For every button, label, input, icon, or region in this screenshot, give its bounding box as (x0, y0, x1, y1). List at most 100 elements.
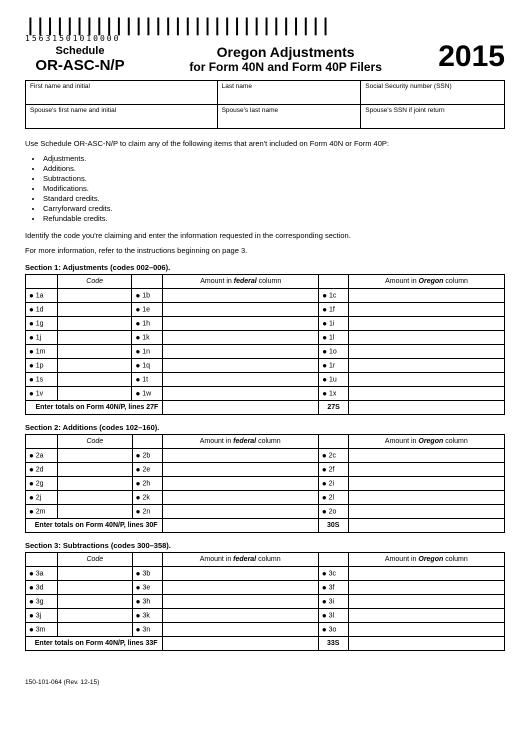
personal-info-table: First name and initial Last name Social … (25, 80, 505, 129)
oregon-amount-input[interactable] (348, 462, 504, 476)
code-input[interactable] (57, 288, 132, 302)
spouse-ssn-field[interactable]: Spouse's SSN if joint return (361, 104, 505, 128)
oregon-amount-input[interactable] (349, 316, 505, 330)
row-label: ● 1f (319, 302, 349, 316)
row-label: ● 1b (132, 288, 163, 302)
federal-amount-input[interactable] (163, 302, 319, 316)
federal-amount-input[interactable] (162, 566, 318, 580)
oregon-amount-input[interactable] (348, 504, 504, 518)
federal-amount-input[interactable] (162, 622, 318, 636)
row-label: ● 3l (318, 608, 348, 622)
totals-oregon[interactable] (348, 518, 504, 532)
federal-amount-input[interactable] (163, 330, 319, 344)
federal-amount-input[interactable] (163, 344, 319, 358)
code-input[interactable] (57, 566, 132, 580)
section2-title: Section 2: Additions (codes 102–160). (25, 423, 505, 432)
federal-amount-input[interactable] (162, 448, 318, 462)
row-label: ● 1m (26, 344, 58, 358)
row-label: ● 1t (132, 372, 163, 386)
federal-amount-input[interactable] (162, 608, 318, 622)
federal-amount-input[interactable] (162, 490, 318, 504)
oregon-amount-input[interactable] (348, 594, 504, 608)
oregon-amount-input[interactable] (349, 302, 505, 316)
federal-amount-input[interactable] (162, 462, 318, 476)
totals-code: 30S (318, 518, 348, 532)
totals-federal[interactable] (163, 400, 319, 414)
code-input[interactable] (57, 372, 132, 386)
code-input[interactable] (57, 608, 132, 622)
row-label: ● 2c (318, 448, 348, 462)
code-input[interactable] (57, 504, 132, 518)
spouse-last-name-field[interactable]: Spouse's last name (217, 104, 361, 128)
code-input[interactable] (57, 344, 132, 358)
oregon-amount-input[interactable] (349, 344, 505, 358)
row-label: ● 1n (132, 344, 163, 358)
code-input[interactable] (57, 316, 132, 330)
instruction-item: Adjustments. (43, 154, 505, 163)
oregon-amount-input[interactable] (348, 448, 504, 462)
federal-amount-input[interactable] (162, 476, 318, 490)
row-label: ● 1l (319, 330, 349, 344)
federal-amount-input[interactable] (163, 316, 319, 330)
oregon-amount-input[interactable] (349, 330, 505, 344)
federal-amount-input[interactable] (163, 372, 319, 386)
code-input[interactable] (57, 462, 132, 476)
instruction-list: Adjustments.Additions.Subtractions.Modif… (43, 154, 505, 223)
totals-label: Enter totals on Form 40N/P, lines 27F (26, 400, 163, 414)
oregon-amount-input[interactable] (349, 288, 505, 302)
code-input[interactable] (57, 448, 132, 462)
totals-oregon[interactable] (349, 400, 505, 414)
oregon-amount-input[interactable] (348, 566, 504, 580)
code-input[interactable] (57, 490, 132, 504)
row-label: ● 1r (319, 358, 349, 372)
oregon-amount-input[interactable] (348, 476, 504, 490)
code-input[interactable] (57, 302, 132, 316)
oregon-amount-input[interactable] (348, 622, 504, 636)
oregon-amount-input[interactable] (349, 358, 505, 372)
code-input[interactable] (57, 330, 132, 344)
totals-federal[interactable] (162, 518, 318, 532)
federal-amount-input[interactable] (162, 504, 318, 518)
section3-grid: CodeAmount in federal columnAmount in Or… (25, 552, 505, 651)
oregon-amount-input[interactable] (349, 386, 505, 400)
federal-amount-input[interactable] (163, 288, 319, 302)
row-label: ● 2a (26, 448, 58, 462)
federal-amount-input[interactable] (163, 358, 319, 372)
instruction-item: Refundable credits. (43, 214, 505, 223)
row-label: ● 2e (132, 462, 162, 476)
footer: 150-101-064 (Rev. 12-15) (25, 679, 505, 686)
code-input[interactable] (57, 476, 132, 490)
row-label: ● 3k (132, 608, 162, 622)
first-name-field[interactable]: First name and initial (26, 80, 218, 104)
title-line2: for Form 40N and Form 40P Filers (135, 60, 436, 74)
oregon-amount-input[interactable] (349, 372, 505, 386)
row-label: ● 1u (319, 372, 349, 386)
oregon-amount-input[interactable] (348, 608, 504, 622)
row-label: ● 1h (132, 316, 163, 330)
federal-amount-input[interactable] (162, 580, 318, 594)
section3-title: Section 3: Subtractions (codes 300–358). (25, 541, 505, 550)
header-left: ||||||||||||||||||||||||||||||| 15631501… (25, 20, 135, 74)
row-label: ● 2j (26, 490, 58, 504)
totals-federal[interactable] (162, 636, 318, 650)
federal-amount-input[interactable] (162, 594, 318, 608)
spouse-first-name-field[interactable]: Spouse's first name and initial (26, 104, 218, 128)
ssn-field[interactable]: Social Security number (SSN) (361, 80, 505, 104)
instruction-item: Modifications. (43, 184, 505, 193)
row-label: ● 2g (26, 476, 58, 490)
code-input[interactable] (57, 580, 132, 594)
code-input[interactable] (57, 594, 132, 608)
code-input[interactable] (57, 358, 132, 372)
row-label: ● 3j (26, 608, 58, 622)
year: 2015 (438, 40, 505, 74)
row-label: ● 2f (318, 462, 348, 476)
totals-oregon[interactable] (348, 636, 504, 650)
code-input[interactable] (57, 386, 132, 400)
federal-amount-input[interactable] (163, 386, 319, 400)
oregon-amount-input[interactable] (348, 490, 504, 504)
code-input[interactable] (57, 622, 132, 636)
totals-label: Enter totals on Form 40N/P, lines 30F (26, 518, 163, 532)
row-label: ● 3f (318, 580, 348, 594)
last-name-field[interactable]: Last name (217, 80, 361, 104)
oregon-amount-input[interactable] (348, 580, 504, 594)
